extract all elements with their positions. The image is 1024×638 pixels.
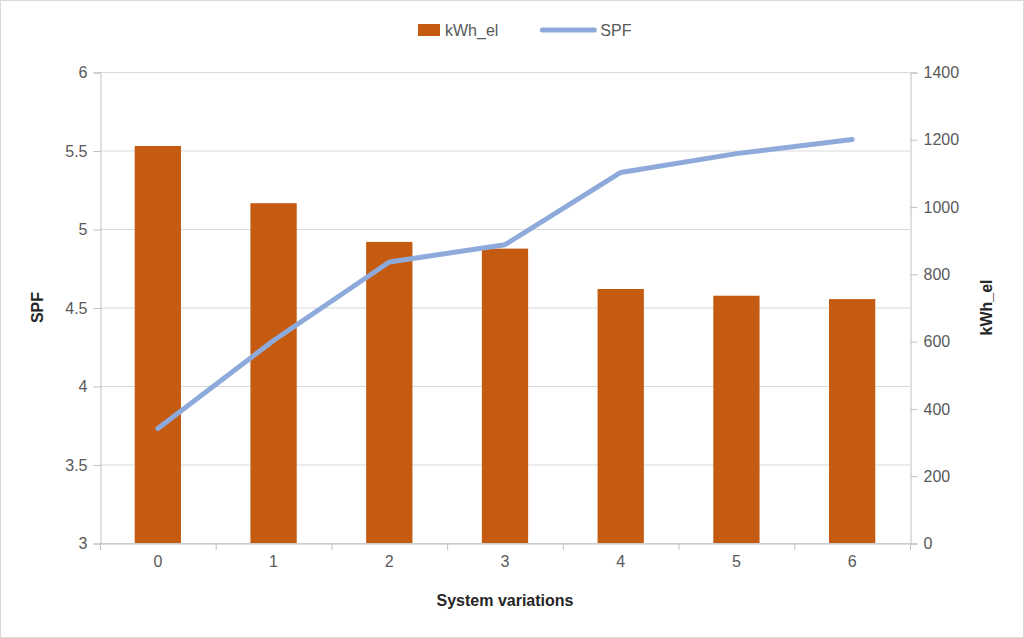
tick-label: 400 bbox=[924, 401, 951, 418]
tick-mark bbox=[94, 544, 101, 545]
tick: 1200 bbox=[911, 131, 960, 148]
tick: 3 bbox=[79, 535, 101, 552]
tick: 4 bbox=[79, 378, 101, 395]
bar bbox=[829, 299, 875, 543]
category-divider bbox=[679, 543, 680, 550]
legend-swatch bbox=[418, 24, 440, 36]
tick: 0 bbox=[911, 535, 933, 552]
category-divider bbox=[563, 543, 564, 550]
tick: 1 bbox=[269, 544, 278, 570]
tick-mark bbox=[911, 207, 918, 208]
tick-mark bbox=[94, 230, 101, 231]
plot-area bbox=[135, 140, 876, 543]
tick-mark bbox=[94, 151, 101, 152]
tick-label: 1200 bbox=[924, 131, 960, 148]
tick: 200 bbox=[911, 468, 951, 485]
legend: kWh_el SPF bbox=[418, 22, 632, 40]
category-divider bbox=[910, 543, 911, 550]
tick-label: 6 bbox=[79, 64, 88, 81]
tick-label: 3 bbox=[501, 553, 510, 570]
tick-label: 4.5 bbox=[65, 300, 87, 317]
category-divider bbox=[100, 543, 101, 550]
y2-axis: 0 200 400 600 800 1000 1200 1400 bbox=[911, 64, 960, 552]
category-divider bbox=[794, 543, 795, 550]
tick-mark bbox=[911, 342, 918, 343]
tick: 2 bbox=[385, 544, 394, 570]
bar bbox=[250, 203, 296, 543]
axis-line bbox=[101, 544, 911, 545]
tick-mark bbox=[94, 387, 101, 388]
tick-label: 1 bbox=[269, 553, 278, 570]
tick: 3.5 bbox=[65, 457, 100, 474]
category-divider bbox=[331, 543, 332, 550]
category-divider bbox=[216, 543, 217, 550]
line bbox=[158, 140, 852, 429]
bar bbox=[482, 249, 528, 543]
tick-mark bbox=[911, 544, 918, 545]
grid bbox=[100, 73, 910, 544]
tick-label: 4 bbox=[79, 378, 88, 395]
tick: 5 bbox=[79, 221, 101, 238]
legend-swatch bbox=[542, 28, 594, 33]
tick: 4.5 bbox=[65, 300, 100, 317]
tick: 800 bbox=[911, 266, 951, 283]
tick: 1000 bbox=[911, 199, 960, 216]
chart-frame bbox=[1, 1, 1024, 638]
tick-mark bbox=[911, 140, 918, 141]
tick: 400 bbox=[911, 401, 951, 418]
tick: 1400 bbox=[911, 64, 960, 81]
tick-label: 1000 bbox=[924, 199, 960, 216]
bar bbox=[598, 289, 644, 543]
tick-mark bbox=[94, 308, 101, 309]
tick-label: 3.5 bbox=[65, 457, 87, 474]
tick: 600 bbox=[911, 333, 951, 350]
bar bbox=[713, 296, 759, 543]
tick-label: 4 bbox=[616, 553, 625, 570]
y-axis: 3 3.5 4 4.5 5 5.5 6 bbox=[65, 64, 101, 552]
y2-axis-title: kWh_el bbox=[978, 279, 995, 335]
tick: 0 bbox=[153, 544, 162, 570]
grid-line bbox=[100, 229, 910, 230]
axis-line bbox=[94, 73, 102, 544]
tick-mark bbox=[94, 73, 101, 74]
tick: 5.5 bbox=[65, 143, 100, 160]
y-axis-title: SPF bbox=[29, 292, 46, 323]
grid-line bbox=[100, 72, 910, 73]
tick-label: 800 bbox=[924, 266, 951, 283]
tick-label: 5 bbox=[732, 553, 741, 570]
x-axis: 0 1 2 3 4 5 6 bbox=[101, 544, 911, 570]
tick-label: 6 bbox=[848, 553, 857, 570]
x-axis-title: System variations bbox=[437, 592, 574, 609]
tick-label: 600 bbox=[924, 333, 951, 350]
tick: 6 bbox=[79, 64, 101, 81]
legend-label: SPF bbox=[600, 22, 631, 39]
bar bbox=[135, 146, 181, 543]
tick: 6 bbox=[848, 544, 857, 570]
category-divider bbox=[447, 543, 448, 550]
tick-label: 0 bbox=[153, 553, 162, 570]
tick-label: 1400 bbox=[924, 64, 960, 81]
grid-line bbox=[100, 151, 910, 152]
tick-mark bbox=[911, 73, 918, 74]
tick-label: 0 bbox=[924, 535, 933, 552]
tick-label: 2 bbox=[385, 553, 394, 570]
tick-label: 200 bbox=[924, 468, 951, 485]
tick: 5 bbox=[732, 544, 741, 570]
legend-label: kWh_el bbox=[445, 22, 498, 40]
tick-mark bbox=[911, 409, 918, 410]
grid-line bbox=[100, 543, 910, 544]
tick-label: 3 bbox=[79, 535, 88, 552]
tick: 4 bbox=[616, 544, 625, 570]
bar bbox=[366, 242, 412, 543]
tick-mark bbox=[94, 465, 101, 466]
tick-label: 5.5 bbox=[65, 143, 87, 160]
chart: 3 3.5 4 4.5 5 5.5 6 0 200 400 600 800 1000 1200 1400 0 1… bbox=[0, 0, 1024, 638]
tick: 3 bbox=[501, 544, 510, 570]
tick-mark bbox=[911, 274, 918, 275]
tick-mark bbox=[911, 476, 918, 477]
tick-label: 5 bbox=[79, 221, 88, 238]
axis-line bbox=[911, 73, 918, 544]
